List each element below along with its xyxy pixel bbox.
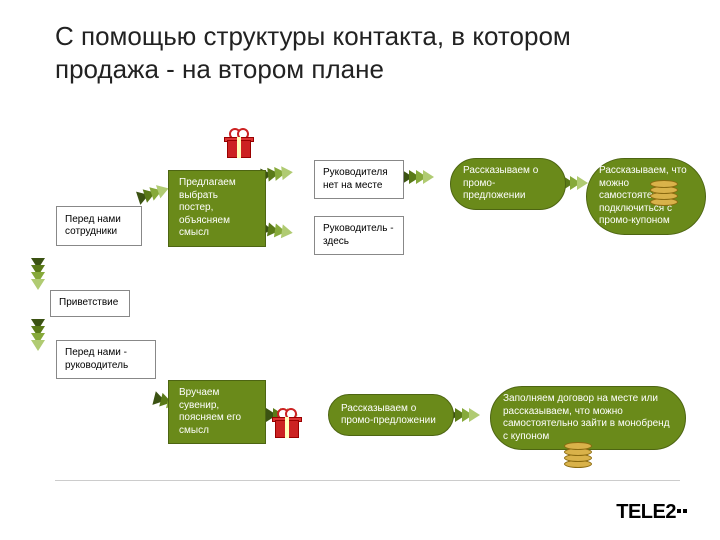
arrow-icon	[406, 170, 434, 184]
node-contract: Заполняем договор на месте или рассказыв…	[490, 386, 686, 450]
stack-icon	[564, 442, 592, 470]
node-coupon: Рассказываем, что можно самостоятельно п…	[586, 158, 706, 235]
arrow-icon	[264, 165, 293, 182]
node-offer_poster: Предлагаем выбрать постер, объясняем смы…	[168, 170, 266, 247]
node-mgr_away: Руководителя нет на месте	[314, 160, 404, 199]
gift-icon	[272, 410, 302, 438]
node-promo1: Рассказываем о промо-предложении	[450, 158, 566, 210]
node-mgr_here: Руководитель - здесь	[314, 216, 404, 255]
arrow-icon	[452, 408, 480, 422]
node-greeting: Приветствие	[50, 290, 130, 317]
arrow-icon	[31, 262, 45, 290]
node-label: Предлагаем выбрать постер, объясняем смы…	[179, 177, 255, 240]
node-promo2: Рассказываем о промо-предложении	[328, 394, 454, 436]
node-employees: Перед нами сотрудники	[56, 206, 142, 246]
arrow-icon	[264, 222, 294, 240]
node-label: Рассказываем, что можно самостоятельно п…	[599, 165, 693, 228]
node-label: Приветствие	[59, 297, 118, 310]
node-label: Руководитель - здесь	[323, 223, 395, 248]
arrow-icon	[31, 323, 45, 351]
node-label: Руководителя нет на месте	[323, 167, 395, 192]
node-manager_front: Перед нами - руководитель	[56, 340, 156, 379]
stack-icon	[650, 180, 678, 208]
node-label: Рассказываем о промо-предложении	[463, 165, 553, 203]
gift-icon	[224, 130, 254, 158]
node-label: Перед нами сотрудники	[65, 214, 133, 239]
page-title: С помощью структуры контакта, в котором …	[55, 20, 680, 85]
arrow-icon	[140, 182, 171, 204]
node-give_souvenir: Вручаем сувенир, поясняем его смысл	[168, 380, 266, 444]
node-label: Вручаем сувенир, поясняем его смысл	[179, 387, 255, 437]
node-label: Рассказываем о промо-предложении	[341, 403, 441, 428]
node-label: Перед нами - руководитель	[65, 347, 147, 372]
node-label: Заполняем договор на месте или рассказыв…	[503, 393, 673, 443]
